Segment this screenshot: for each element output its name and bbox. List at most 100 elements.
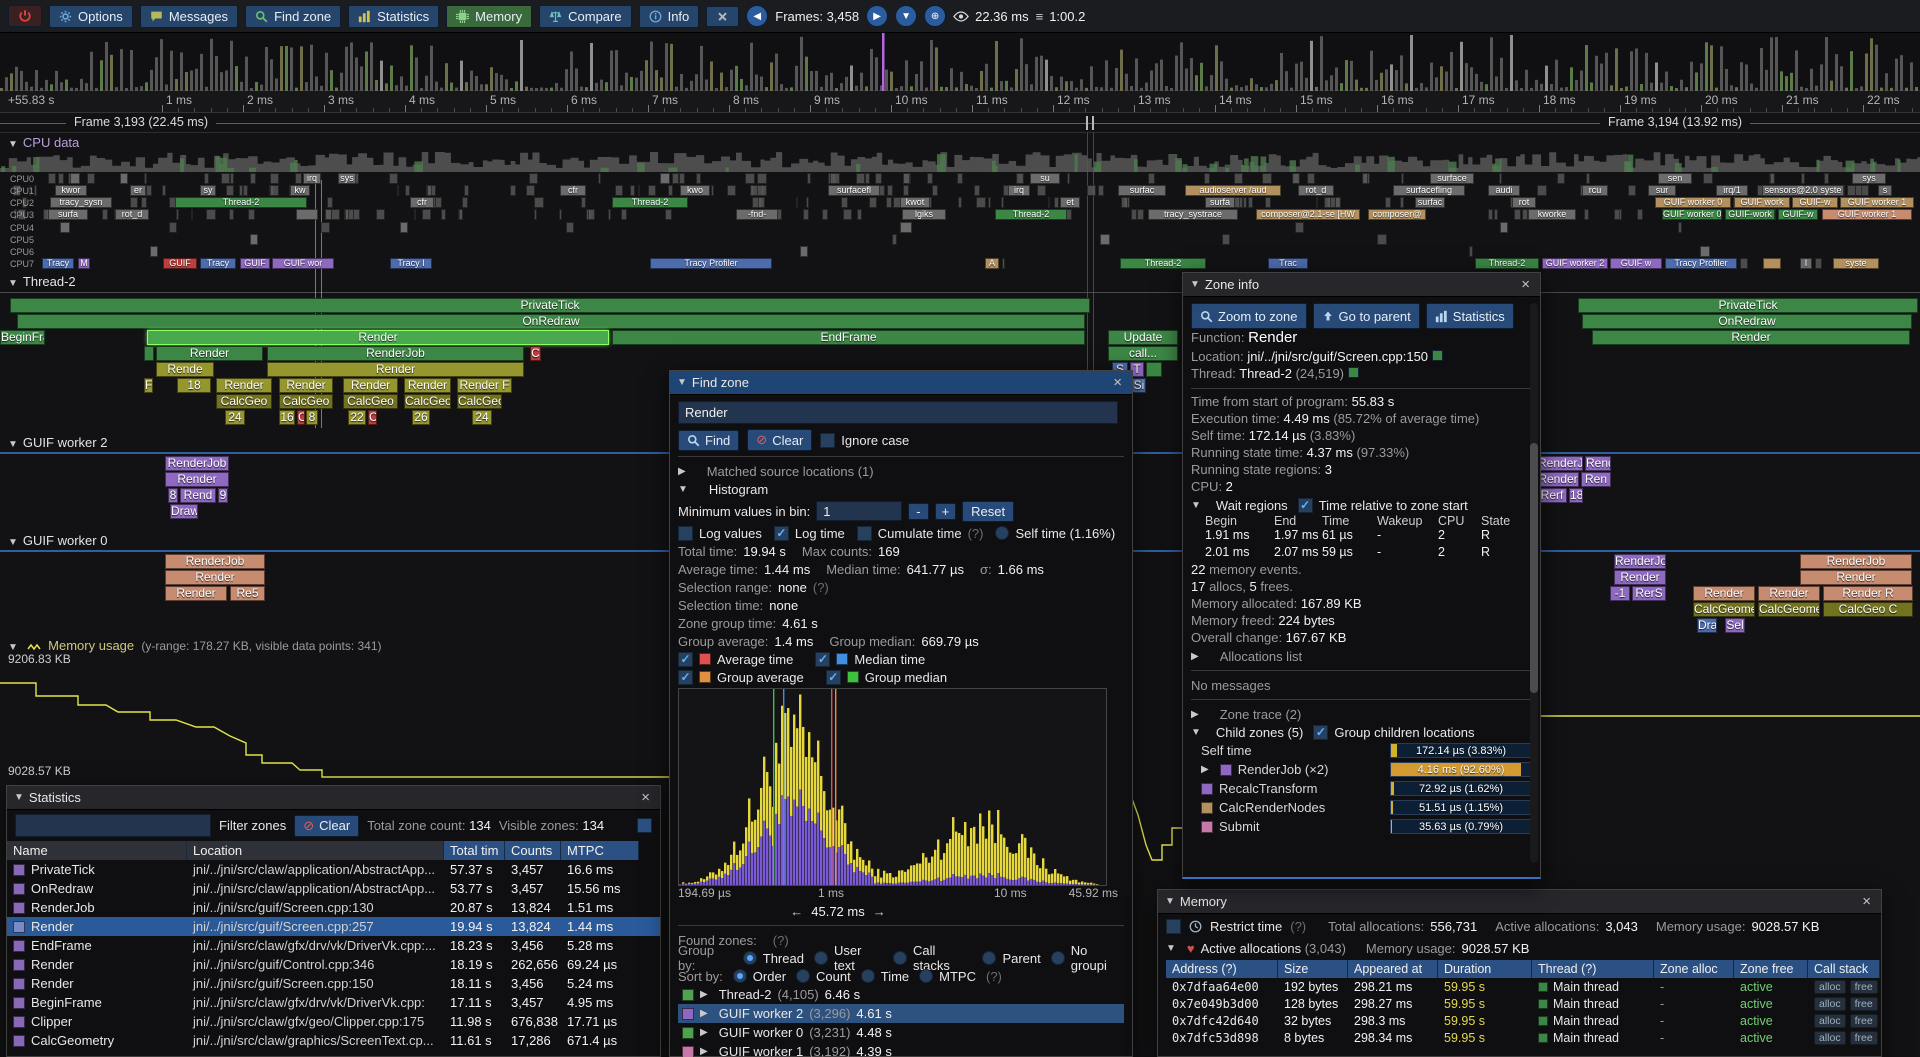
cpu-zone[interactable]	[856, 173, 865, 184]
cpu-zone-irq-1[interactable]: irq/1	[1716, 185, 1748, 196]
cpu-zone-tracy-i[interactable]: Tracy I	[390, 258, 432, 269]
timeline-zone-beginframe[interactable]: BeginFrame	[0, 330, 45, 345]
child-zones-header[interactable]: ▼ Child zones (5) ✓ Group children locatio…	[1191, 724, 1475, 740]
cpu-zone[interactable]	[1770, 173, 1775, 184]
cpu-zone-thread-2[interactable]: Thread-2	[995, 209, 1067, 220]
restrict-time-checkbox[interactable]	[1166, 918, 1181, 934]
cpu-zone[interactable]	[1469, 246, 1473, 257]
cpu-zone[interactable]	[1131, 209, 1137, 220]
timeline-zone-calcgeomet[interactable]: CalcGeomet	[1758, 602, 1820, 617]
timeline-zone-f[interactable]: F	[144, 378, 153, 393]
timeline-zone-render[interactable]: Render	[1537, 472, 1579, 487]
cpu-zone[interactable]	[58, 173, 64, 184]
timeline-zone-privatetick[interactable]: PrivateTick	[10, 298, 1090, 313]
timeline-zone-render[interactable]: Render	[156, 346, 263, 361]
cpu-zone-tracy-systrace[interactable]: tracy_systrace	[1148, 209, 1238, 220]
cpu-zone-thread-2[interactable]: Thread-2	[1120, 258, 1206, 269]
timeline-zone-18[interactable]: 18	[1569, 488, 1583, 503]
alloc-column-address-[interactable]: Address (?)	[1166, 960, 1278, 978]
cpu-zone-guif-w[interactable]: GUIF-w	[1792, 197, 1838, 208]
cpu-zone-guif-work[interactable]: GUIF-work	[1725, 209, 1775, 220]
stats-row-clipper[interactable]: Clipper jni/../jni/src/claw/gfx/geo/Clipp…	[7, 1012, 660, 1031]
statistics-button[interactable]: Statistics	[348, 4, 440, 28]
clear-filter-button[interactable]: ⊘ Clear	[294, 814, 360, 837]
child-zone-self-time[interactable]: Self time 172.14 µs (3.83%)	[1191, 741, 1532, 760]
cpu-zone[interactable]	[1703, 173, 1713, 184]
focus-frame-button[interactable]: ⊕	[924, 5, 947, 27]
cpu-zone[interactable]	[1292, 173, 1300, 184]
active-allocations-label[interactable]: Active allocations (3,043)	[1200, 940, 1346, 956]
cpu-zone-thread-2[interactable]: Thread-2	[612, 197, 688, 208]
cpu-zone[interactable]	[608, 209, 611, 220]
timeline-zone-render[interactable]: Render	[1758, 586, 1820, 601]
timeline-zone-calcgeo[interactable]: CalcGeo	[343, 394, 398, 409]
cpu-zone[interactable]	[1557, 173, 1565, 184]
stats-row-render[interactable]: Render jni/../jni/src/guif/Screen.cpp:257…	[7, 917, 660, 936]
cpu-zone[interactable]	[1855, 185, 1862, 196]
cpu-zone[interactable]	[1628, 185, 1636, 196]
cpu-zone[interactable]	[534, 209, 537, 220]
cpu-zone[interactable]	[1307, 173, 1315, 184]
cpu-zone[interactable]	[566, 222, 574, 233]
cpu-zone[interactable]	[144, 173, 147, 184]
timeline-zone-render[interactable]: Render	[279, 378, 333, 393]
cpu-zone[interactable]	[974, 185, 980, 196]
cpu-zone-sys[interactable]: sys	[1852, 173, 1886, 184]
cpu-zone-irq[interactable]: irq	[303, 173, 321, 184]
wait-regions-label[interactable]: Wait regions	[1215, 497, 1288, 513]
cpu-zone[interactable]	[900, 222, 912, 233]
timeline-zone-c[interactable]: C	[297, 410, 305, 425]
zone-info-titlebar[interactable]: ▼ Zone info ×	[1183, 273, 1540, 297]
cpu-zone[interactable]	[534, 197, 544, 208]
cpu-zone[interactable]	[630, 185, 635, 196]
cpu-zone[interactable]	[841, 197, 848, 208]
cpu-zone[interactable]	[397, 185, 399, 196]
timeline-zone-c[interactable]: C	[530, 346, 541, 361]
stats-row-renderjob[interactable]: RenderJob jni/../jni/src/guif/Screen.cpp:…	[7, 898, 660, 917]
timeline-zone-calcgeo-c[interactable]: CalcGeo C	[1823, 602, 1913, 617]
timeline-zone-draw[interactable]: Draw	[170, 504, 198, 519]
cpu-zone[interactable]	[353, 209, 360, 220]
alloc-button[interactable]: alloc	[1814, 979, 1846, 994]
cpu-zone-guif-worker-0[interactable]: GUIF worker 0	[1662, 209, 1722, 220]
cpu-zone[interactable]	[29, 185, 31, 196]
timeline-zone-renderjob[interactable]: RenderJob	[165, 456, 229, 471]
find-zone-button[interactable]: Find zone	[245, 4, 342, 28]
cpu-zone-rot-d[interactable]: rot_d	[115, 209, 149, 220]
stats-row-privatetick[interactable]: PrivateTick jni/../jni/src/claw/applicati…	[7, 860, 660, 879]
cpu-zone[interactable]	[598, 173, 601, 184]
messages-button[interactable]: Messages	[139, 4, 239, 28]
timeline-zone-24[interactable]: 24	[472, 410, 492, 425]
cpu-zone[interactable]	[581, 197, 586, 208]
cpu-zone[interactable]	[18, 209, 26, 220]
cpu-zone[interactable]	[1499, 173, 1502, 184]
timeline-zone-rers[interactable]: RerS	[1632, 586, 1666, 601]
cpu-zone-sur[interactable]: sur	[1648, 185, 1676, 196]
cpu-zone[interactable]	[70, 173, 80, 184]
timeline-zone-render[interactable]: Render	[404, 378, 451, 393]
cpu-zone[interactable]	[1522, 209, 1528, 220]
stats-column-mtpc[interactable]: MTPC	[561, 841, 639, 860]
memory-titlebar[interactable]: ▼ Memory ×	[1158, 890, 1881, 914]
cpu-zone[interactable]	[270, 173, 279, 184]
cpu-zone[interactable]	[957, 173, 963, 184]
cpu-zone[interactable]	[250, 173, 256, 184]
cpu-zone[interactable]	[1265, 197, 1271, 208]
stats-row-endframe[interactable]: EndFrame jni/../jni/src/claw/gfx/drv/vk/D…	[7, 936, 660, 955]
cpu-zone[interactable]	[1586, 173, 1590, 184]
cpu-zone[interactable]	[405, 185, 410, 196]
cpu-zone[interactable]	[1100, 234, 1110, 245]
info-button[interactable]: Info	[638, 4, 700, 28]
stats-row-onredraw[interactable]: OnRedraw jni/../jni/src/claw/application/…	[7, 879, 660, 898]
timeline-zone-rend[interactable]: Rend	[1585, 456, 1611, 471]
cpu-zone[interactable]	[345, 209, 349, 220]
child-zone-calcrendernodes[interactable]: CalcRenderNodes 51.51 µs (1.15%)	[1191, 798, 1532, 817]
cpu-zone[interactable]	[1678, 222, 1682, 233]
cpu-zone[interactable]	[665, 209, 672, 220]
cpu-zone-irq[interactable]: irq	[1008, 185, 1030, 196]
timeline-zone-renderjob[interactable]: RenderJob	[165, 554, 265, 569]
cpu-zone-sensors-2-0-syste[interactable]: sensors@2.0 syste	[1762, 185, 1844, 196]
cpu-data-header[interactable]: ▼ CPU data	[8, 135, 80, 150]
cpu-zone-lgiks[interactable]: lgiks	[902, 209, 946, 220]
cpu-zone[interactable]	[932, 185, 938, 196]
